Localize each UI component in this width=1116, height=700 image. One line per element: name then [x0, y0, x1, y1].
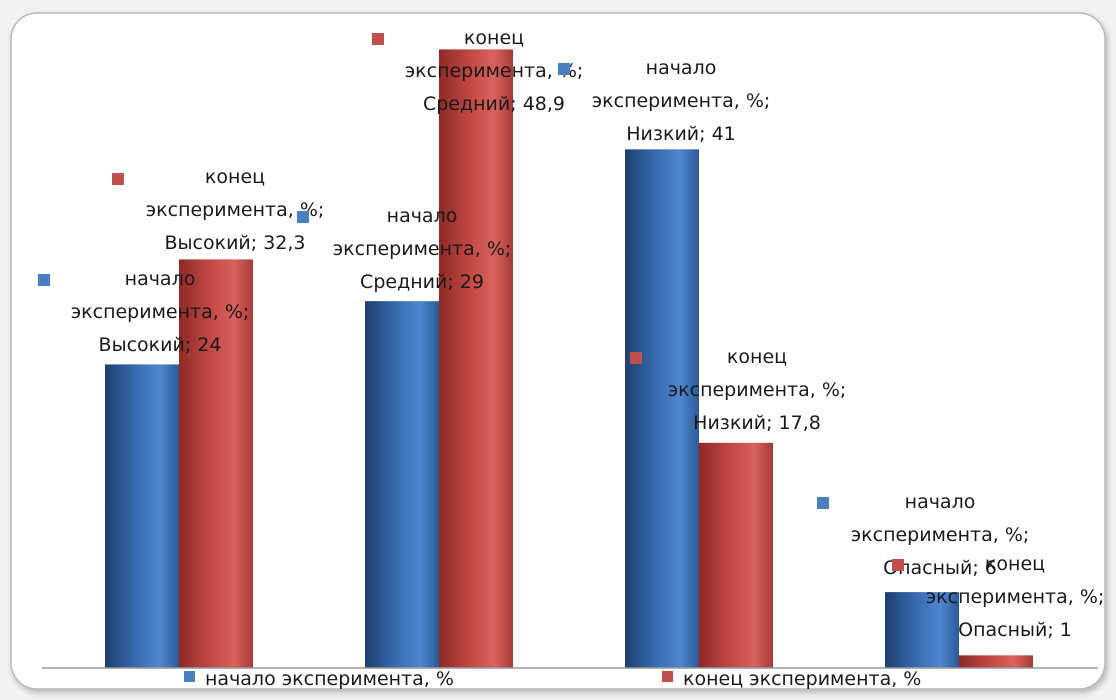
bar-start-4	[885, 592, 959, 668]
data-label-start-4-line-3: Опасный; 6	[883, 557, 997, 579]
bar-start-2	[365, 301, 439, 668]
bar-end-2	[439, 49, 513, 669]
data-label-start-2-line-1: начало	[387, 205, 458, 227]
bars-layer	[105, 49, 1033, 669]
data-label-marker-start-2	[297, 211, 309, 223]
legend-marker-end	[662, 671, 673, 682]
data-label-start-2-line-3: Средний; 29	[360, 271, 484, 293]
data-label-end-3-line-3: Низкий; 17,8	[693, 412, 821, 434]
bar-start-1	[105, 364, 179, 668]
data-label-start-4-line-2: эксперимента, %;	[851, 524, 1030, 546]
data-label-marker-start-4	[817, 497, 829, 509]
data-label-end-4-line-1: конец	[985, 553, 1045, 575]
data-label-marker-end-4	[892, 559, 904, 571]
data-label-end-2-line-2: эксперимента, %;	[405, 60, 584, 82]
data-label-end-3-line-1: конец	[727, 346, 787, 368]
data-label-marker-end-3	[630, 352, 642, 364]
data-label-marker-end-2	[372, 33, 384, 45]
data-label-end-1-line-3: Высокий; 32,3	[164, 232, 305, 254]
data-label-start-1-line-1: начало	[125, 268, 196, 290]
data-label-end-2-line-3: Средний; 48,9	[423, 93, 565, 115]
legend: начало эксперимента, % конец эксперимент…	[184, 668, 921, 690]
data-label-end-1-line-2: эксперимента, %;	[146, 199, 325, 221]
data-label-start-4-line-1: начало	[905, 491, 976, 513]
data-label-end-4-line-3: Опасный; 1	[958, 619, 1072, 641]
data-label-end-2-line-1: конец	[464, 27, 524, 49]
legend-entry-start: начало эксперимента, %	[205, 668, 454, 690]
data-label-start-1-line-2: эксперимента, %;	[71, 301, 250, 323]
data-label-marker-start-3	[558, 63, 570, 75]
data-label-marker-start-1	[38, 274, 50, 286]
bar-start-3	[625, 149, 699, 669]
chart-panel	[10, 12, 1106, 690]
data-label-end-1-line-1: конец	[205, 166, 265, 188]
data-label-start-1-line-3: Высокий; 24	[99, 334, 222, 356]
legend-entry-end: конец эксперимента, %	[683, 668, 921, 690]
data-labels-layer: начало эксперимента, %; Высокий; 24 конец эк…	[38, 27, 1104, 641]
bar-end-4	[959, 655, 1033, 668]
data-label-marker-end-1	[112, 173, 124, 185]
data-label-start-3-line-1: начало	[646, 57, 717, 79]
data-label-end-4-line-2: эксперимента, %;	[926, 586, 1105, 608]
data-label-start-3-line-3: Низкий; 41	[626, 123, 736, 145]
data-label-end-3-line-2: эксперимента, %;	[668, 379, 847, 401]
data-label-start-3-line-2: эксперимента, %;	[592, 90, 771, 112]
bar-end-1	[179, 259, 253, 668]
data-label-start-2-line-2: эксперимента, %;	[333, 238, 512, 260]
bar-end-3	[699, 442, 773, 668]
legend-marker-start	[184, 671, 195, 682]
